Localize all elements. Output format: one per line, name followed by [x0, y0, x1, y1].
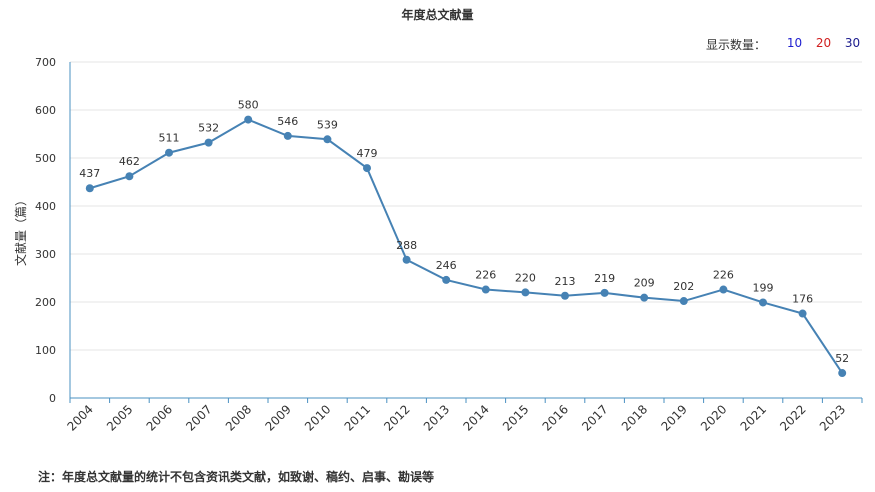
data-label: 176	[792, 293, 813, 306]
data-label: 511	[159, 132, 180, 145]
display-count-30-button[interactable]: 30	[844, 36, 861, 50]
data-label: 209	[634, 277, 655, 290]
data-label: 546	[277, 115, 298, 128]
data-label: 532	[198, 122, 219, 135]
data-label: 202	[673, 280, 694, 293]
display-count-20-button[interactable]: 20	[815, 36, 832, 50]
data-label: 220	[515, 271, 536, 284]
data-point	[165, 148, 173, 157]
x-tick-label: 2009	[262, 402, 293, 433]
data-label: 437	[79, 167, 100, 180]
x-tick-label: 2011	[342, 402, 373, 433]
data-label: 479	[357, 147, 378, 160]
x-tick-label: 2018	[619, 402, 650, 433]
y-tick-label: 300	[35, 248, 56, 261]
data-label: 580	[238, 99, 259, 112]
data-point	[561, 291, 569, 300]
data-point	[283, 131, 292, 140]
x-tick-label: 2004	[64, 402, 95, 433]
data-point	[719, 285, 728, 294]
x-tick-label: 2008	[223, 402, 254, 433]
data-point	[323, 135, 332, 144]
data-point	[838, 369, 847, 378]
x-tick-label: 2017	[579, 402, 610, 433]
data-label: 219	[594, 272, 615, 285]
data-point	[204, 138, 213, 147]
x-tick-label: 2015	[500, 402, 531, 433]
data-point	[125, 172, 134, 181]
data-label: 213	[555, 275, 576, 288]
display-count-10-button[interactable]: 10	[786, 36, 803, 50]
data-label: 52	[835, 352, 849, 365]
data-point	[600, 288, 609, 297]
data-label: 288	[396, 239, 417, 252]
x-tick-label: 2021	[738, 402, 769, 433]
y-tick-label: 200	[35, 296, 56, 309]
y-tick-label: 700	[35, 56, 56, 69]
x-tick-label: 2020	[698, 402, 729, 433]
x-tick-label: 2016	[540, 402, 571, 433]
y-tick-label: 0	[49, 392, 56, 405]
data-point	[363, 164, 371, 173]
data-label: 246	[436, 259, 457, 272]
x-tick-label: 2012	[381, 402, 412, 433]
data-point	[402, 255, 411, 264]
data-point	[640, 293, 649, 302]
data-label: 199	[753, 281, 774, 294]
x-tick-label: 2019	[658, 402, 689, 433]
x-tick-label: 2023	[817, 402, 848, 433]
x-tick-label: 2010	[302, 402, 333, 433]
data-label: 462	[119, 155, 140, 168]
display-count-label: 显示数量：	[705, 38, 766, 52]
data-point	[521, 288, 530, 297]
data-point	[798, 309, 807, 318]
x-tick-label: 2022	[777, 402, 808, 433]
y-tick-label: 600	[35, 104, 56, 117]
footnote: 注：年度总文献量的统计不包含资讯类文献，如致谢、稿约、启事、勘误等	[38, 470, 435, 484]
series-line	[89, 118, 844, 374]
y-tick-label: 500	[35, 152, 56, 165]
display-count-selector: 显示数量： 10 20 30	[706, 36, 867, 53]
data-point	[679, 297, 688, 306]
data-point	[442, 275, 451, 284]
data-label: 226	[713, 269, 734, 282]
data-label: 226	[475, 269, 496, 282]
y-tick-label: 100	[35, 344, 56, 357]
x-tick-label: 2005	[104, 402, 135, 433]
data-point	[244, 115, 253, 124]
x-tick-label: 2014	[460, 402, 491, 433]
x-tick-label: 2006	[144, 402, 175, 433]
chart-title: 年度总文献量	[401, 8, 474, 22]
data-label: 539	[317, 118, 338, 131]
data-point	[759, 298, 767, 307]
x-tick-label: 2007	[183, 402, 214, 433]
y-tick-label: 400	[35, 200, 56, 213]
data-point	[481, 285, 490, 294]
data-point	[85, 184, 94, 193]
x-tick-label: 2013	[421, 402, 452, 433]
